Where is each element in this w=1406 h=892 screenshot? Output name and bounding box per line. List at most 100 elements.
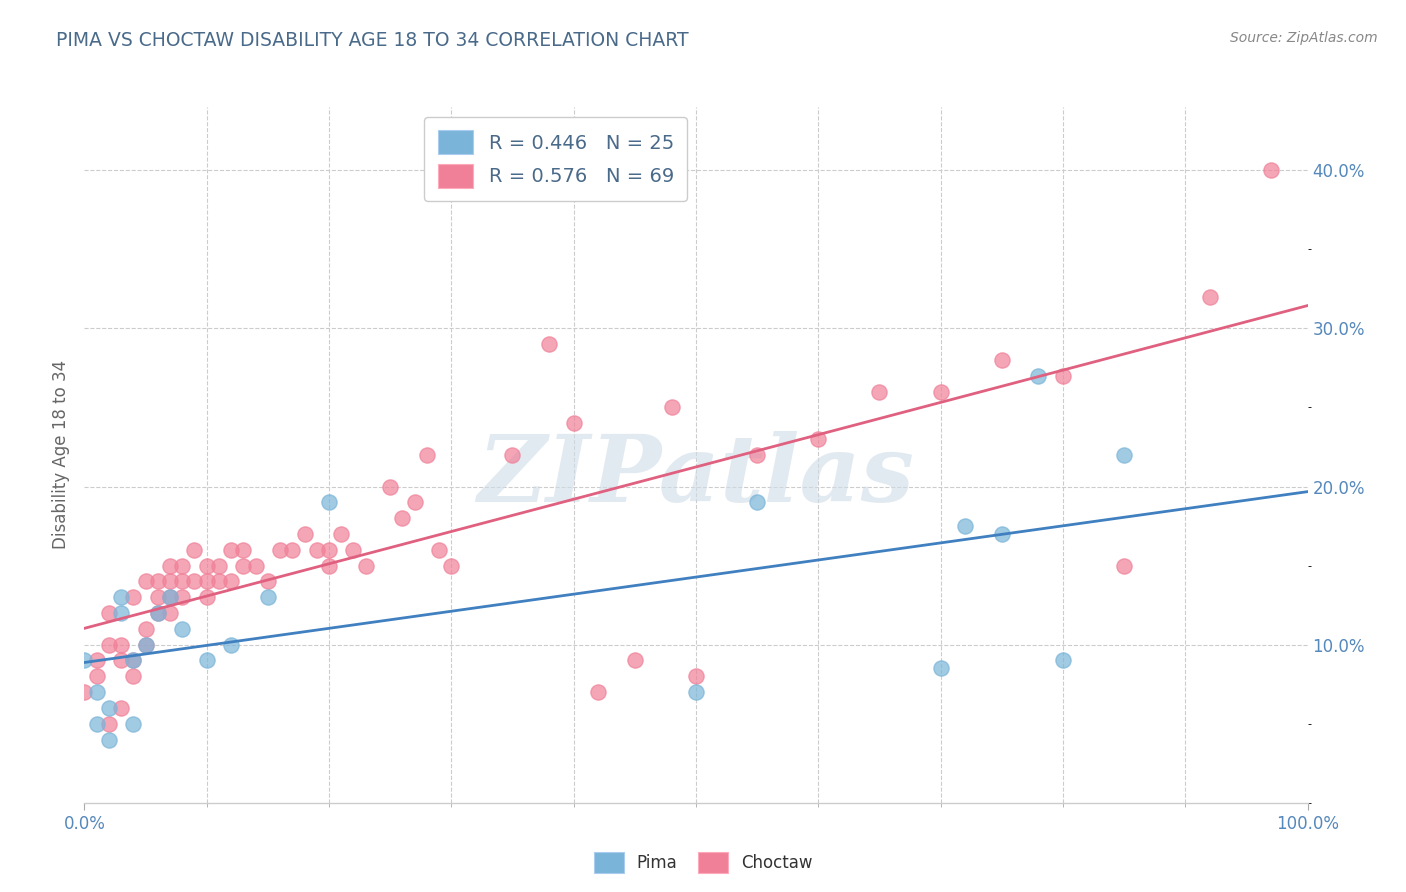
Point bbox=[1260, 163, 1282, 178]
Point bbox=[172, 591, 194, 605]
Point bbox=[562, 417, 585, 431]
Point bbox=[747, 495, 769, 509]
Point bbox=[110, 701, 132, 715]
Point bbox=[135, 638, 157, 652]
Point bbox=[122, 716, 145, 731]
Point bbox=[929, 661, 952, 675]
Point bbox=[183, 542, 205, 557]
Point bbox=[416, 448, 439, 462]
Point bbox=[122, 653, 145, 667]
Point bbox=[953, 519, 976, 533]
Point bbox=[990, 353, 1012, 368]
Point bbox=[380, 479, 402, 493]
Point bbox=[318, 558, 340, 573]
Point bbox=[97, 701, 120, 715]
Point bbox=[97, 716, 120, 731]
Point bbox=[135, 574, 157, 589]
Point bbox=[110, 591, 132, 605]
Point bbox=[159, 591, 181, 605]
Point bbox=[318, 495, 340, 509]
Point bbox=[110, 638, 132, 652]
Point bbox=[159, 558, 181, 573]
Point bbox=[195, 653, 218, 667]
Point bbox=[294, 527, 316, 541]
Point bbox=[86, 669, 108, 683]
Point bbox=[624, 653, 647, 667]
Point bbox=[219, 542, 242, 557]
Point bbox=[122, 669, 145, 683]
Point bbox=[538, 337, 561, 351]
Point bbox=[1198, 290, 1220, 304]
Point bbox=[440, 558, 463, 573]
Point bbox=[1028, 368, 1050, 383]
Point bbox=[146, 574, 169, 589]
Point bbox=[257, 591, 280, 605]
Point bbox=[929, 384, 952, 399]
Point bbox=[97, 732, 120, 747]
Point bbox=[232, 558, 254, 573]
Point bbox=[354, 558, 377, 573]
Point bbox=[586, 685, 609, 699]
Point bbox=[110, 606, 132, 620]
Point bbox=[195, 574, 218, 589]
Point bbox=[208, 558, 231, 573]
Point bbox=[159, 591, 181, 605]
Point bbox=[172, 574, 194, 589]
Point bbox=[219, 574, 242, 589]
Point bbox=[257, 574, 280, 589]
Point bbox=[159, 606, 181, 620]
Point bbox=[208, 574, 231, 589]
Point bbox=[219, 638, 242, 652]
Point bbox=[281, 542, 304, 557]
Point bbox=[135, 622, 157, 636]
Legend: R = 0.446   N = 25, R = 0.576   N = 69: R = 0.446 N = 25, R = 0.576 N = 69 bbox=[425, 117, 688, 202]
Point bbox=[97, 638, 120, 652]
Point bbox=[245, 558, 267, 573]
Point bbox=[73, 685, 96, 699]
Point bbox=[146, 591, 169, 605]
Point bbox=[807, 432, 830, 446]
Point bbox=[195, 591, 218, 605]
Point bbox=[685, 669, 707, 683]
Point bbox=[135, 638, 157, 652]
Y-axis label: Disability Age 18 to 34: Disability Age 18 to 34 bbox=[52, 360, 70, 549]
Point bbox=[990, 527, 1012, 541]
Point bbox=[146, 606, 169, 620]
Point bbox=[110, 653, 132, 667]
Text: ZIPatlas: ZIPatlas bbox=[478, 431, 914, 521]
Point bbox=[305, 542, 328, 557]
Point bbox=[159, 574, 181, 589]
Point bbox=[97, 606, 120, 620]
Point bbox=[86, 685, 108, 699]
Point bbox=[318, 542, 340, 557]
Text: PIMA VS CHOCTAW DISABILITY AGE 18 TO 34 CORRELATION CHART: PIMA VS CHOCTAW DISABILITY AGE 18 TO 34 … bbox=[56, 31, 689, 50]
Point bbox=[1114, 448, 1136, 462]
Point bbox=[1114, 558, 1136, 573]
Point bbox=[685, 685, 707, 699]
Point bbox=[269, 542, 291, 557]
Point bbox=[172, 622, 194, 636]
Point bbox=[869, 384, 891, 399]
Legend: Pima, Choctaw: Pima, Choctaw bbox=[586, 846, 820, 880]
Point bbox=[146, 606, 169, 620]
Point bbox=[172, 558, 194, 573]
Point bbox=[342, 542, 364, 557]
Point bbox=[195, 558, 218, 573]
Point bbox=[330, 527, 353, 541]
Point bbox=[501, 448, 523, 462]
Point bbox=[747, 448, 769, 462]
Point bbox=[183, 574, 205, 589]
Text: Source: ZipAtlas.com: Source: ZipAtlas.com bbox=[1230, 31, 1378, 45]
Point bbox=[1052, 368, 1074, 383]
Point bbox=[1052, 653, 1074, 667]
Point bbox=[86, 716, 108, 731]
Point bbox=[232, 542, 254, 557]
Point bbox=[661, 401, 683, 415]
Point bbox=[122, 591, 145, 605]
Point bbox=[122, 653, 145, 667]
Point bbox=[427, 542, 450, 557]
Point bbox=[86, 653, 108, 667]
Point bbox=[391, 511, 413, 525]
Point bbox=[73, 653, 96, 667]
Point bbox=[404, 495, 426, 509]
